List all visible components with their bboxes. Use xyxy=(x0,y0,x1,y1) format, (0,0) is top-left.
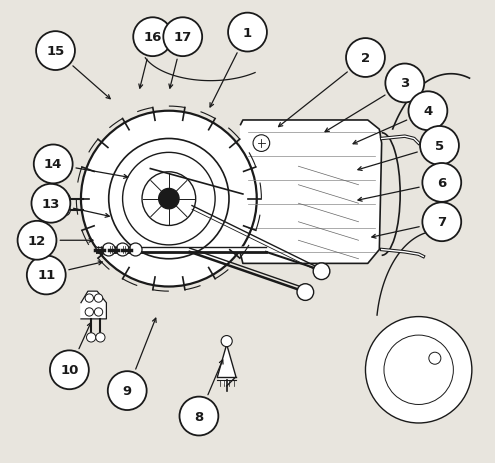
Text: 10: 10 xyxy=(60,363,79,376)
Text: 14: 14 xyxy=(44,158,62,171)
Circle shape xyxy=(129,244,142,257)
Circle shape xyxy=(221,336,232,347)
Circle shape xyxy=(116,244,129,257)
Text: 5: 5 xyxy=(435,140,444,153)
Circle shape xyxy=(420,127,459,165)
Circle shape xyxy=(18,221,56,260)
Circle shape xyxy=(87,333,96,342)
Circle shape xyxy=(346,39,385,78)
Text: 6: 6 xyxy=(437,176,446,189)
Text: 12: 12 xyxy=(28,234,46,247)
Circle shape xyxy=(429,352,441,364)
Circle shape xyxy=(386,64,424,103)
Circle shape xyxy=(384,335,453,405)
Text: 16: 16 xyxy=(144,31,162,44)
Circle shape xyxy=(102,244,115,257)
Circle shape xyxy=(297,284,314,301)
Circle shape xyxy=(81,112,257,287)
Circle shape xyxy=(50,350,89,389)
Circle shape xyxy=(180,397,218,436)
Circle shape xyxy=(365,317,472,423)
Circle shape xyxy=(27,256,66,295)
Polygon shape xyxy=(81,292,106,319)
Circle shape xyxy=(253,136,270,152)
Circle shape xyxy=(142,172,196,226)
Circle shape xyxy=(85,294,94,303)
Circle shape xyxy=(85,308,94,316)
Text: 2: 2 xyxy=(361,52,370,65)
Circle shape xyxy=(95,294,102,303)
Polygon shape xyxy=(97,248,268,252)
Circle shape xyxy=(133,18,172,57)
Circle shape xyxy=(422,203,461,242)
Circle shape xyxy=(96,333,105,342)
Text: 3: 3 xyxy=(400,77,409,90)
Circle shape xyxy=(109,139,229,259)
Circle shape xyxy=(59,205,70,216)
Polygon shape xyxy=(217,344,236,386)
Text: 8: 8 xyxy=(195,410,203,423)
Circle shape xyxy=(228,13,267,52)
Text: 17: 17 xyxy=(174,31,192,44)
Text: 1: 1 xyxy=(243,26,252,39)
Circle shape xyxy=(408,92,447,131)
Circle shape xyxy=(59,194,70,205)
Circle shape xyxy=(422,163,461,202)
Text: 4: 4 xyxy=(423,105,433,118)
Circle shape xyxy=(95,308,102,316)
Text: 11: 11 xyxy=(37,269,55,282)
Circle shape xyxy=(108,371,147,410)
Text: 7: 7 xyxy=(437,216,446,229)
Text: 13: 13 xyxy=(42,197,60,210)
Circle shape xyxy=(313,263,330,280)
Circle shape xyxy=(32,184,70,223)
Polygon shape xyxy=(241,121,382,264)
Text: 9: 9 xyxy=(123,384,132,397)
Text: 15: 15 xyxy=(47,45,65,58)
Circle shape xyxy=(163,18,202,57)
Circle shape xyxy=(159,189,179,209)
Circle shape xyxy=(36,32,75,71)
Circle shape xyxy=(123,153,215,245)
Circle shape xyxy=(34,145,73,184)
